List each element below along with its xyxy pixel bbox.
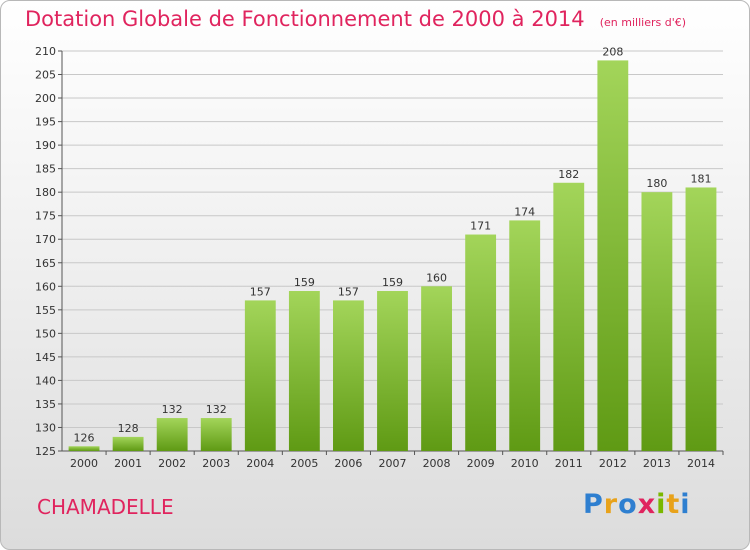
data-label: 160 <box>426 271 447 284</box>
chart-title: Dotation Globale de Fonctionnement de 20… <box>25 7 585 31</box>
logo-letter: P <box>583 489 604 520</box>
bar <box>597 60 629 451</box>
commune-name: CHAMADELLE <box>37 495 174 519</box>
y-tick-label: 195 <box>35 116 56 129</box>
bar <box>377 291 408 451</box>
logo-letter: i <box>680 489 691 520</box>
y-tick-label: 160 <box>35 280 56 293</box>
bar <box>553 182 585 451</box>
y-tick-label: 180 <box>35 186 56 199</box>
y-tick-label: 210 <box>35 45 56 58</box>
data-label: 132 <box>206 403 227 416</box>
data-label: 157 <box>338 285 359 298</box>
x-tick-label: 2003 <box>202 457 230 470</box>
x-tick-label: 2009 <box>467 457 495 470</box>
x-tick-label: 2000 <box>70 457 98 470</box>
bar <box>421 286 452 451</box>
chart-subtitle: (en milliers d'€) <box>599 16 687 29</box>
bar <box>465 234 497 451</box>
x-tick-label: 2013 <box>643 457 671 470</box>
logo-letter: r <box>603 489 619 520</box>
bar <box>112 436 144 451</box>
logo-letter: x <box>637 489 657 520</box>
data-label: 132 <box>162 403 183 416</box>
x-tick-label: 2008 <box>423 457 451 470</box>
data-label: 180 <box>646 177 667 190</box>
x-tick-label: 2011 <box>555 457 583 470</box>
data-label: 182 <box>558 168 579 181</box>
x-tick-label: 2007 <box>379 457 407 470</box>
x-tick-label: 2004 <box>246 457 274 470</box>
x-tick-label: 2002 <box>158 457 186 470</box>
bar <box>244 300 276 451</box>
proxiti-logo: Proxiti <box>583 489 691 520</box>
bar <box>156 418 188 451</box>
y-tick-label: 190 <box>35 139 56 152</box>
x-tick-label: 2012 <box>599 457 627 470</box>
x-tick-label: 2006 <box>334 457 362 470</box>
bar <box>200 418 232 451</box>
y-tick-label: 165 <box>35 257 56 270</box>
chart-header: Dotation Globale de Fonctionnement de 20… <box>25 7 686 31</box>
y-tick-label: 175 <box>35 210 56 223</box>
y-tick-label: 185 <box>35 163 56 176</box>
bar <box>288 291 320 451</box>
y-tick-label: 130 <box>35 421 56 434</box>
y-tick-label: 170 <box>35 233 56 246</box>
data-label: 126 <box>74 431 95 444</box>
bar <box>685 187 717 451</box>
data-label: 181 <box>690 172 711 185</box>
bar <box>509 220 541 451</box>
bars <box>68 60 717 452</box>
data-label: 157 <box>250 285 271 298</box>
data-label: 159 <box>294 276 315 289</box>
bar <box>641 192 673 452</box>
logo-letter: i <box>656 489 667 520</box>
logo-letter: t <box>666 489 681 520</box>
y-tick-label: 155 <box>35 304 56 317</box>
bar <box>333 300 364 451</box>
labels: 125 130 135 140 145 150 155 160 165 170 175 180 185 1… <box>35 45 715 470</box>
y-tick-label: 200 <box>35 92 56 105</box>
y-tick-label: 205 <box>35 69 56 82</box>
data-label: 208 <box>602 45 623 58</box>
data-label: 171 <box>470 220 491 233</box>
y-tick-label: 135 <box>35 398 56 411</box>
x-tick-label: 2010 <box>511 457 539 470</box>
x-tick-label: 2005 <box>290 457 318 470</box>
y-tick-label: 150 <box>35 327 56 340</box>
data-label: 174 <box>514 205 535 218</box>
y-tick-label: 125 <box>35 445 56 458</box>
bar <box>68 446 100 451</box>
y-tick-label: 140 <box>35 374 56 387</box>
data-label: 159 <box>382 276 403 289</box>
x-tick-label: 2001 <box>114 457 142 470</box>
y-tick-label: 145 <box>35 351 56 364</box>
x-tick-label: 2014 <box>687 457 715 470</box>
logo-letter: o <box>618 489 638 520</box>
data-label: 128 <box>118 422 139 435</box>
